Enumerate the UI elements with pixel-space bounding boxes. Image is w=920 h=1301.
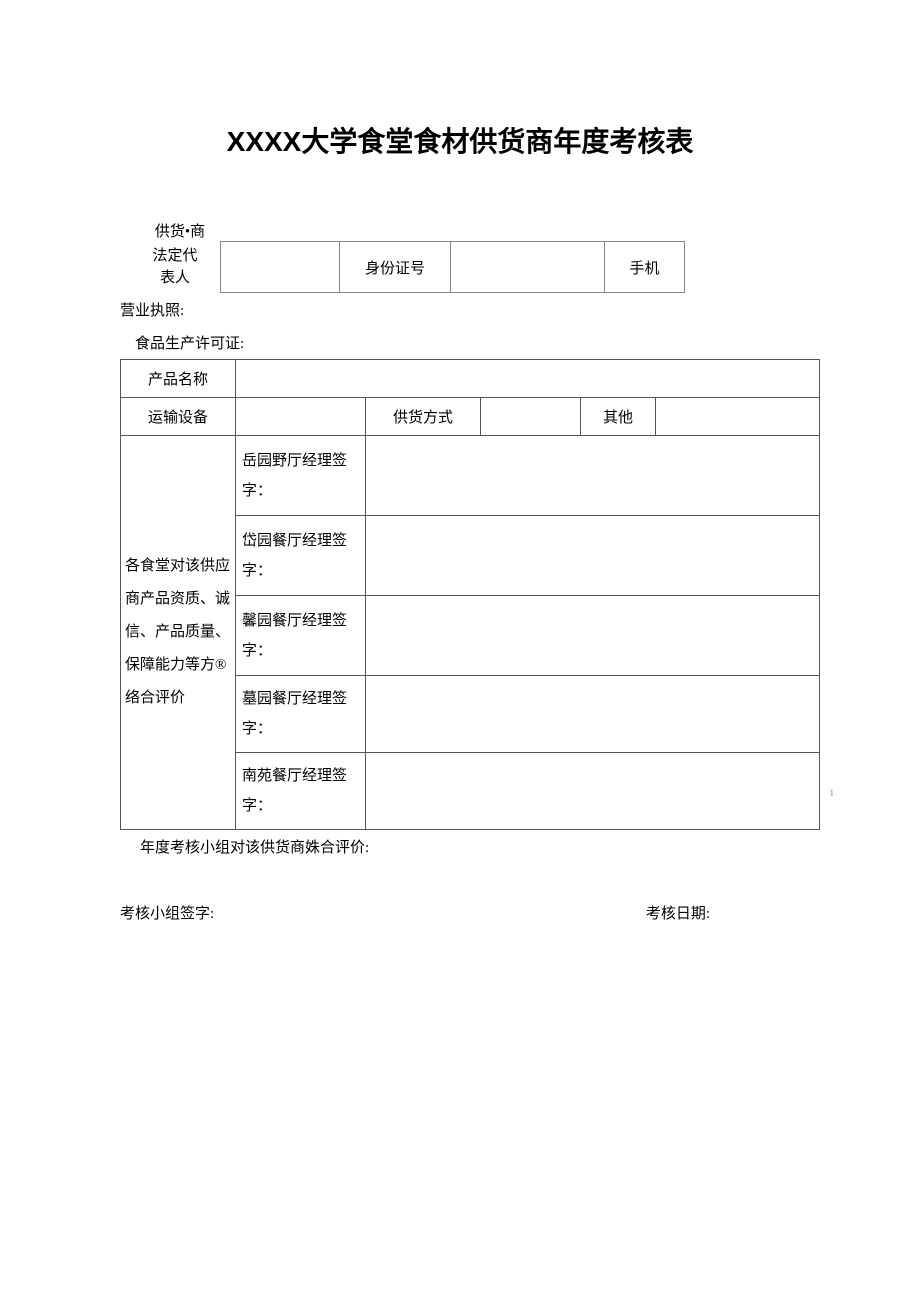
sig-value-5 <box>366 753 820 830</box>
biz-license-line: 营业执照: <box>110 293 810 326</box>
group-eval-line: 年度考核小组对该供货商姝合评价: <box>110 830 810 857</box>
transport-row: 运输设备 供货方式 其他 <box>121 398 820 436</box>
other-label: 其他 <box>581 398 656 436</box>
transport-label: 运输设备 <box>121 398 236 436</box>
supply-method-value <box>481 398 581 436</box>
product-name-row: 产品名称 <box>121 360 820 398</box>
legal-rep-row: 法定代 表人 身份证号 手机 <box>110 241 810 293</box>
sig-value-2 <box>366 516 820 596</box>
sig-label-3: 馨园餐厅经理签字： <box>236 596 366 676</box>
form-title: XXXX大学食堂食材供货商年度考核表 <box>110 120 810 160</box>
legal-rep-label: 法定代 表人 <box>130 241 220 293</box>
sig-label-1: 岳园野厅经理签字： <box>236 436 366 516</box>
other-value <box>656 398 820 436</box>
sig-value-3 <box>366 596 820 676</box>
supplier-label: 供货•商 <box>140 220 220 241</box>
side-annotation: 1 <box>830 788 835 798</box>
product-name-value <box>236 360 820 398</box>
id-value <box>450 241 605 293</box>
sig-label-5: 南苑餐厅经理签字： <box>236 753 366 830</box>
sig-label-2: 岱园餐厅经理签字： <box>236 516 366 596</box>
sig-value-1 <box>366 436 820 516</box>
sig-label-4: 墓园餐厅经理签字： <box>236 676 366 753</box>
eval-label: 各食堂对该供应商产品资质、诚信、产品质量、保障能力等方®络合评价 <box>121 436 236 830</box>
food-permit-line: 食品生产许可证: <box>110 326 810 359</box>
eval-row-1: 各食堂对该供应商产品资质、诚信、产品质量、保障能力等方®络合评价 岳园野厅经理签… <box>121 436 820 516</box>
supplier-row: 供货•商 <box>110 220 810 241</box>
transport-value <box>236 398 366 436</box>
date-label: 考核日期: <box>646 902 710 923</box>
group-sign-label: 考核小组签字: <box>120 902 214 923</box>
id-label: 身份证号 <box>340 241 450 293</box>
sig-value-4 <box>366 676 820 753</box>
footer-signature-row: 考核小组签字: 考核日期: <box>110 857 810 923</box>
product-name-label: 产品名称 <box>121 360 236 398</box>
legal-rep-value <box>220 241 340 293</box>
phone-label: 手机 <box>605 241 685 293</box>
supply-method-label: 供货方式 <box>366 398 481 436</box>
assessment-table: 产品名称 运输设备 供货方式 其他 各食堂对该供应商产品资质、诚信、产品质量、保… <box>120 359 820 830</box>
